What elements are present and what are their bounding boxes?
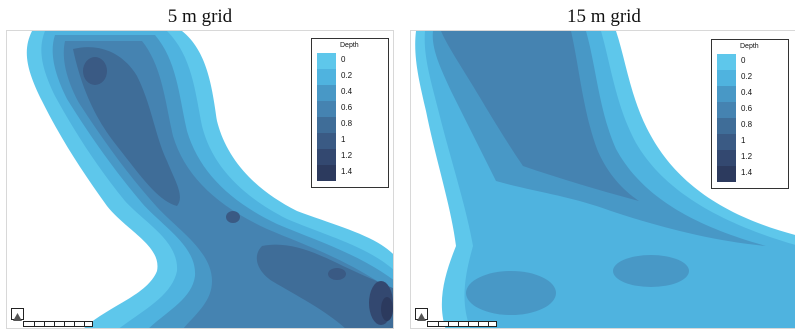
panel-title: 15 m grid xyxy=(567,6,641,27)
depth-zone-0.8 xyxy=(73,47,180,206)
scale-bar xyxy=(23,321,93,327)
legend-label: 1.2 xyxy=(341,151,353,160)
depth-map-5m: Depth 0 0.2 0.4 0.6 0.8 1 1.2 1.4 xyxy=(6,30,394,329)
depth-zone-0.8-b xyxy=(256,244,393,328)
legend-label: 1.4 xyxy=(741,168,753,177)
depth-raster-5m xyxy=(26,31,393,328)
legend-label: 0.4 xyxy=(341,87,353,96)
legend-swatch-1 xyxy=(317,133,336,149)
depth-zone-0.6 xyxy=(441,31,639,201)
legend-label: 0 xyxy=(741,56,746,65)
legend-swatch-0.6 xyxy=(717,102,736,118)
legend-label: 1 xyxy=(741,136,746,145)
depth-legend: Depth 0 0.2 0.4 0.6 0.8 1 1.2 1.4 xyxy=(711,39,789,189)
panel-title: 5 m grid xyxy=(167,6,233,27)
legend-label: 0 xyxy=(341,55,346,64)
map-panel-5m: 5 m grid Depth xyxy=(6,0,394,329)
legend-swatch-0.2 xyxy=(717,70,736,86)
depth-zone-1-b xyxy=(226,211,240,223)
legend-swatch-0 xyxy=(317,53,336,69)
legend-title: Depth xyxy=(340,42,359,49)
map-panel-15m: 15 m grid Depth 0 0.2 0.4 0.6 0.8 1 xyxy=(410,0,795,329)
legend-label: 0.2 xyxy=(741,72,753,81)
depth-map-15m: Depth 0 0.2 0.4 0.6 0.8 1 1.2 1.4 xyxy=(410,30,795,329)
legend-swatch-0.8 xyxy=(317,117,336,133)
legend-label: 0.6 xyxy=(341,103,353,112)
scale-bar xyxy=(427,321,497,327)
legend-label: 0.4 xyxy=(741,88,753,97)
legend-label: 0.8 xyxy=(341,119,353,128)
legend-swatch-0.4 xyxy=(317,85,336,101)
legend-label: 0.8 xyxy=(741,120,753,129)
legend-swatch-1.2 xyxy=(717,150,736,166)
depth-zone-1 xyxy=(83,57,107,85)
legend-label: 0.2 xyxy=(341,71,353,80)
north-arrow-icon xyxy=(11,308,24,321)
depth-zone-1.4 xyxy=(381,297,393,321)
legend-swatch-0.8 xyxy=(717,118,736,134)
legend-swatch-1 xyxy=(717,134,736,150)
legend-swatch-0.4 xyxy=(717,86,736,102)
legend-swatch-1.4 xyxy=(317,165,336,181)
legend-label: 1.2 xyxy=(741,152,753,161)
legend-swatch-0.6 xyxy=(317,101,336,117)
depth-raster-15m xyxy=(415,31,795,328)
legend-title: Depth xyxy=(740,43,759,50)
legend-swatch-1.4 xyxy=(717,166,736,182)
depth-zone-0.6-c xyxy=(613,255,689,287)
legend-label: 1 xyxy=(341,135,346,144)
depth-zone-0.6-b xyxy=(466,271,556,315)
legend-swatch-0 xyxy=(717,54,736,70)
depth-zone-1-c xyxy=(328,268,346,280)
legend-swatch-1.2 xyxy=(317,149,336,165)
depth-legend: Depth 0 0.2 0.4 0.6 0.8 1 1.2 1.4 xyxy=(311,38,389,188)
legend-label: 1.4 xyxy=(341,167,353,176)
north-arrow-icon xyxy=(415,308,428,321)
legend-label: 0.6 xyxy=(741,104,753,113)
legend-swatch-0.2 xyxy=(317,69,336,85)
